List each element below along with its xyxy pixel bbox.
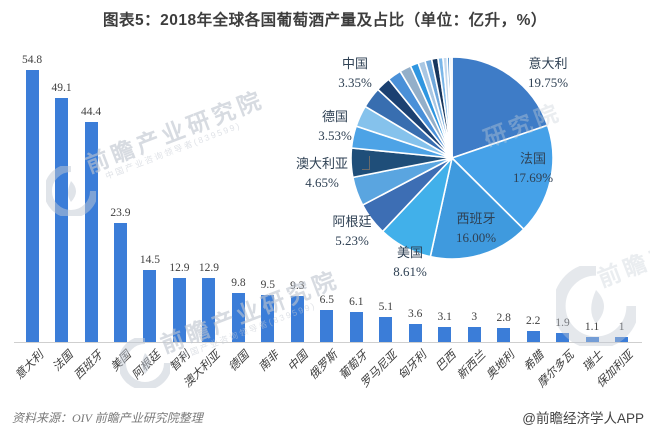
pie-callout-country: 阿根廷 — [332, 214, 372, 229]
bar-匈牙利 — [408, 324, 422, 342]
callout-leader-line — [362, 156, 370, 170]
bar-value-label: 6.5 — [319, 293, 334, 306]
pie-slice-保加利亚 — [448, 56, 453, 159]
pie-callout-country: 德国 — [321, 109, 348, 124]
bar-澳大利亚 — [202, 278, 216, 342]
pie-callout-阿根廷: 阿根廷 5.23% — [314, 212, 390, 250]
bar-value-label: 1.9 — [555, 316, 570, 329]
pie-chart — [350, 56, 554, 260]
bar-意大利 — [25, 70, 39, 342]
pie-callout-pct: 16.00% — [455, 230, 497, 245]
pie-callout-country: 法国 — [519, 151, 546, 166]
pie-callout-西班牙: 西班牙 16.00% — [436, 209, 516, 247]
bar-value-label: 1 — [618, 321, 625, 333]
source-note: 资料来源：OIV 前瞻产业研究院整理 — [12, 411, 203, 425]
bar-category-label: 德国 — [227, 349, 253, 374]
page-title: 图表5：2018年全球各国葡萄酒产量及占比（单位：亿升，%） — [103, 12, 547, 29]
bar-value-label: 3 — [471, 311, 478, 324]
bar-value-label: 3.6 — [408, 308, 423, 321]
bar-俄罗斯 — [320, 309, 334, 342]
bar-value-label: 6.1 — [349, 295, 364, 308]
bar-美国 — [113, 223, 127, 342]
bar-奥地利 — [497, 328, 511, 342]
pie-callout-法国: 法国 17.69% — [494, 149, 572, 187]
bar-value-label: 2.8 — [496, 312, 511, 325]
bar-value-label: 1.1 — [584, 320, 600, 333]
bar-value-label: 54.8 — [21, 54, 43, 66]
bar-智利 — [172, 278, 186, 342]
pie-callout-澳大利亚: 澳大利亚 4.65% — [280, 154, 364, 192]
pie-callout-美国: 美国 8.61% — [374, 243, 446, 281]
bar-value-label: 3.1 — [437, 310, 452, 323]
bar-中国 — [290, 295, 304, 342]
bar-南非 — [261, 294, 275, 342]
pie-callout-pct: 3.35% — [338, 75, 372, 90]
bar-罗马尼亚 — [379, 316, 393, 342]
bar-value-label: 9.3 — [290, 279, 305, 292]
bar-category-label: 阿根廷 — [130, 349, 164, 383]
bar-value-label: 14.5 — [139, 254, 160, 266]
pie-callout-country: 意大利 — [528, 56, 568, 71]
pie-callout-country: 中国 — [341, 56, 368, 71]
bar-value-label: 12.9 — [169, 262, 190, 274]
bar-法国 — [55, 98, 68, 342]
bar-category-label: 意大利 — [12, 349, 46, 383]
bar-value-label: 23.9 — [110, 207, 131, 220]
bar-德国 — [231, 293, 245, 342]
bar-阿根廷 — [143, 270, 157, 342]
bar-value-label: 5.1 — [378, 300, 393, 313]
bar-value-label: 49.1 — [51, 82, 72, 95]
pie-callout-德国: 德国 3.53% — [300, 107, 370, 145]
bar-value-label: 12.9 — [198, 262, 219, 274]
bar-新西兰 — [467, 327, 481, 342]
pie-slice-西班牙 — [429, 157, 525, 260]
credit-note: @前瞻经济学人APP — [522, 411, 644, 426]
pie-callout-pct: 17.69% — [512, 170, 554, 185]
pie-callout-country: 澳大利亚 — [295, 156, 348, 171]
bar-摩尔多瓦 — [556, 332, 570, 342]
pie-callout-pct: 3.53% — [318, 128, 352, 143]
bar-category-label: 奥地利 — [484, 349, 518, 383]
bar-瑞士 — [585, 336, 599, 342]
pie-callout-pct: 5.23% — [335, 233, 369, 248]
watermark-text: 前瞻产业研究院 — [594, 199, 650, 292]
bar-保加利亚 — [615, 337, 629, 342]
pie-slice-法国 — [451, 124, 554, 230]
bar-value-label: 9.5 — [260, 278, 275, 291]
bar-category-label: 新西兰 — [454, 349, 488, 383]
bar-category-label: 匈牙利 — [395, 349, 429, 383]
pie-callout-中国: 中国 3.35% — [320, 54, 390, 92]
pie-callout-pct: 8.61% — [393, 264, 427, 279]
bar-西班牙 — [84, 121, 98, 342]
bar-value-label: 2.2 — [526, 315, 541, 328]
x-axis-line — [14, 342, 642, 343]
bar-value-label: 9.8 — [231, 277, 246, 290]
bar-希腊 — [526, 331, 540, 342]
pie-callout-pct: 4.65% — [305, 175, 339, 190]
watermark-text: 前瞻产业研究院 中国产业咨询领导者(839599) — [82, 85, 268, 182]
pie-callout-意大利: 意大利 19.75% — [508, 54, 588, 92]
bar-category-label: 西班牙 — [71, 349, 105, 383]
pie-callout-country: 美国 — [396, 245, 423, 260]
pie-callout-country: 西班牙 — [456, 211, 496, 226]
bar-葡萄牙 — [349, 311, 363, 342]
bar-category-label: 南非 — [256, 349, 282, 374]
pie-callout-pct: 19.75% — [527, 75, 569, 90]
bar-巴西 — [438, 326, 452, 342]
bar-category-label: 俄罗斯 — [307, 349, 341, 383]
bar-value-label: 44.4 — [80, 105, 102, 118]
